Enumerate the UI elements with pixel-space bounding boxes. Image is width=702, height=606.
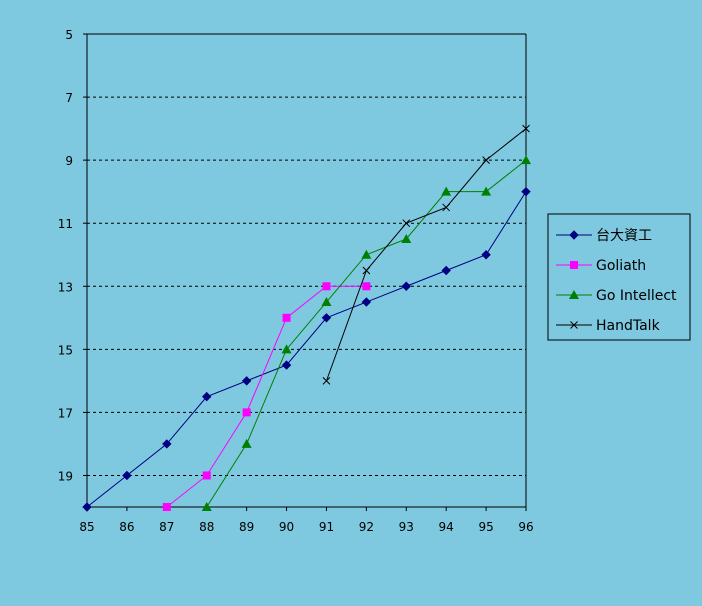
data-point-series-2 [201,502,212,511]
x-tick-label: 85 [79,520,94,534]
data-point-series-2 [361,249,372,259]
data-point-series-3 [322,377,331,385]
data-point-series-3-stroke [522,124,530,133]
y-tick-label: 15 [58,343,73,357]
y-tick-label: 11 [58,217,73,231]
data-point-series-0 [441,265,451,276]
data-point-series-0 [82,502,92,512]
series-line-1 [166,285,367,508]
data-point-series-3 [482,156,490,164]
legend-swatch-marker [570,321,578,329]
x-tick-label: 94 [439,520,454,534]
x-tick-label: 90 [279,520,294,534]
data-point-series-3-stroke [402,219,411,228]
legend-label: Go Intellect [596,288,677,304]
x-tick-label: 95 [478,520,493,534]
data-point-series-0 [202,391,212,402]
y-tick-label: 19 [58,469,73,483]
data-point-series-3-stroke [482,156,490,164]
x-tick-label: 92 [359,520,374,534]
data-point-series-3 [362,266,371,275]
data-point-series-3 [402,219,411,228]
data-point-series-3 [442,203,451,212]
data-point-series-2 [241,438,252,448]
x-tick-label: 87 [159,520,174,534]
data-point-series-1 [322,282,331,291]
x-tick-label: 91 [319,520,334,534]
y-tick-label: 13 [58,280,73,294]
data-point-series-2 [481,186,492,196]
data-point-series-2 [401,233,412,243]
x-tick-label: 89 [239,520,254,534]
plot-area: 5 7 9 11 13 15 17 19 85 86 87 88 89 90 91 92 93 94 95 96 [58,28,534,534]
legend-swatch-marker [570,261,578,269]
data-point-series-3-stroke [362,266,371,275]
data-point-series-1 [282,313,291,322]
legend-label: Goliath [596,258,646,274]
data-point-series-0 [281,360,292,370]
data-point-series-1 [242,408,251,417]
data-point-series-0 [122,470,132,481]
series-line-2 [206,159,527,508]
legend-label: HandTalk [596,318,661,334]
y-tick-label: 9 [65,154,73,168]
data-point-series-2 [521,155,531,165]
data-point-series-3-stroke [322,377,331,385]
x-tick-label: 96 [518,520,533,534]
data-point-series-0 [521,186,531,197]
x-tick-label: 88 [199,520,214,534]
data-point-series-3 [522,124,530,133]
y-tick-label: 17 [58,406,73,420]
data-point-series-2 [441,186,452,196]
data-point-series-0 [321,313,332,323]
legend-label: 台大資工 [596,228,652,244]
data-point-series-0 [241,376,252,386]
series-line-0 [86,191,527,508]
data-point-series-0 [162,439,172,449]
data-point-series-3-stroke [442,203,451,212]
x-tick-label: 86 [119,520,134,534]
data-point-series-0 [481,250,491,260]
y-tick-label: 5 [65,28,73,42]
data-point-series-2 [281,344,292,354]
legend-swatch-marker-stroke [570,321,578,329]
data-point-series-1 [202,471,211,480]
legend: 台大資工 Goliath Go Intellect HandTalk [547,213,691,341]
series-line-3 [325,128,527,382]
y-tick-label: 7 [65,91,73,105]
data-point-series-0 [401,281,411,291]
data-point-series-1 [162,503,171,511]
legend-swatch-marker [569,290,579,299]
data-point-series-1 [362,282,371,291]
legend-swatch-marker [569,230,579,240]
data-point-series-2 [321,297,332,307]
data-point-series-0 [361,297,372,307]
x-tick-label: 93 [399,520,414,534]
